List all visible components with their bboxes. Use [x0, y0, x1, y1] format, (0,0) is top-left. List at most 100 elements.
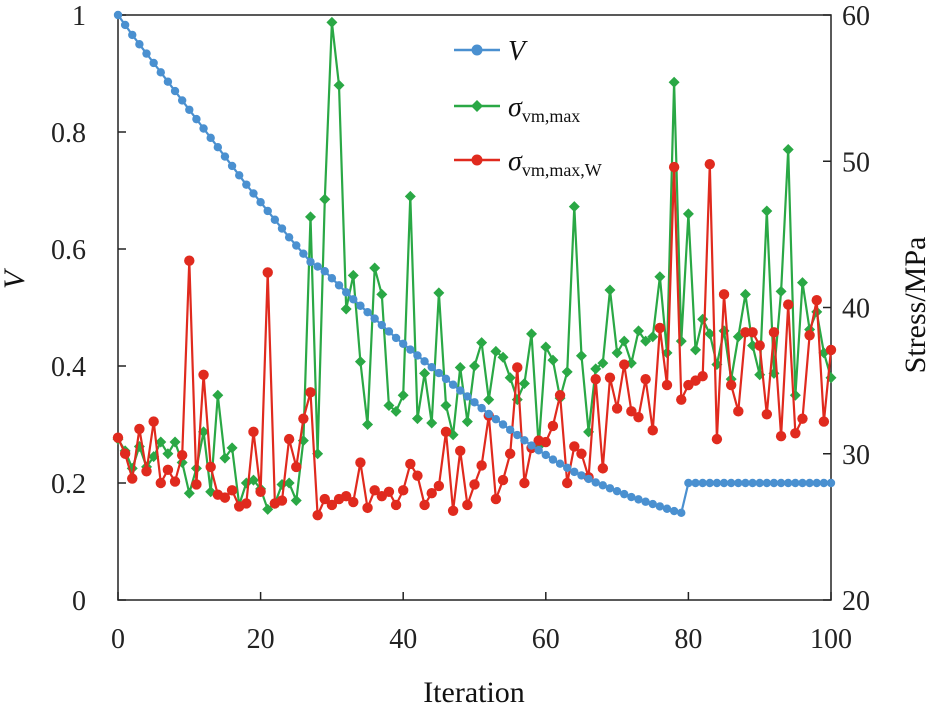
data-point: [185, 105, 194, 114]
data-point: [219, 452, 231, 464]
data-point: [440, 399, 452, 411]
data-point: [562, 463, 572, 472]
data-point: [620, 489, 629, 499]
data-point: [277, 224, 287, 233]
data-point: [812, 478, 821, 488]
data-point: [419, 499, 430, 511]
x-tick-label: 60: [532, 624, 560, 655]
data-point: [376, 288, 388, 300]
data-point: [676, 394, 687, 405]
data-point: [155, 436, 167, 448]
data-point: [247, 474, 259, 486]
data-point: [526, 328, 538, 340]
data-point: [798, 478, 807, 488]
data-point: [397, 389, 409, 401]
data-point: [198, 369, 209, 380]
y-axis-title: V: [0, 267, 31, 289]
data-point: [682, 208, 694, 220]
data-point: [212, 389, 224, 401]
data-point: [369, 262, 381, 274]
legend-item-svm: σvm,max: [454, 92, 580, 126]
data-point: [411, 413, 423, 425]
data-point: [654, 322, 666, 334]
data-point: [469, 360, 480, 372]
data-point: [675, 335, 687, 347]
data-point: [440, 426, 452, 438]
data-point: [654, 271, 666, 283]
data-point: [177, 96, 187, 105]
data-point: [461, 416, 473, 428]
data-point: [313, 262, 322, 271]
data-point: [590, 373, 601, 385]
data-point: [235, 171, 244, 180]
data-point: [120, 20, 130, 30]
data-point: [775, 431, 787, 442]
data-point: [577, 471, 586, 480]
data-point: [191, 479, 202, 490]
data-point: [668, 76, 680, 88]
data-point: [782, 144, 794, 156]
data-point: [404, 190, 416, 202]
data-point: [518, 378, 530, 390]
data-point: [113, 10, 123, 20]
data-point: [662, 504, 672, 513]
data-point: [540, 436, 551, 448]
data-point: [740, 327, 751, 338]
data-point: [356, 301, 365, 310]
data-point: [561, 366, 573, 378]
data-point: [804, 330, 815, 341]
data-point: [819, 478, 829, 488]
data-point: [128, 30, 137, 40]
data-point: [684, 478, 693, 488]
data-point: [333, 79, 345, 91]
data-point: [205, 461, 216, 473]
data-point: [463, 392, 472, 401]
data-point: [290, 495, 302, 507]
data-point: [605, 484, 615, 493]
data-point: [255, 486, 266, 497]
data-point: [326, 499, 338, 511]
data-point: [340, 303, 352, 315]
data-point: [769, 478, 779, 488]
data-point: [519, 477, 530, 489]
data-point: [570, 467, 579, 477]
data-point: [135, 40, 144, 49]
data-point: [668, 161, 680, 173]
data-point: [384, 327, 394, 336]
data-point: [148, 416, 159, 427]
data-point: [768, 327, 780, 338]
data-point: [298, 413, 309, 424]
data-point: [419, 367, 431, 379]
data-point: [192, 114, 201, 124]
data-point: [576, 448, 587, 459]
y2-axis-title: Stress/MPa: [899, 237, 932, 374]
y-axis-ticks: 0 0.2 0.4 0.6 0.8 1: [51, 1, 126, 617]
data-point: [320, 267, 329, 276]
data-point: [426, 488, 437, 499]
data-point: [156, 68, 165, 77]
data-point: [640, 335, 652, 347]
data-point: [327, 274, 337, 283]
data-point: [448, 380, 458, 389]
data-point: [184, 255, 195, 266]
data-point: [504, 448, 516, 459]
data-point: [826, 478, 836, 488]
data-point: [484, 409, 493, 419]
data-point: [263, 206, 272, 216]
data-point: [597, 463, 609, 474]
data-point: [632, 325, 644, 337]
data-point: [441, 374, 451, 384]
data-point: [470, 398, 479, 407]
data-point: [220, 152, 230, 161]
data-point: [134, 423, 145, 435]
data-point: [141, 466, 152, 477]
data-point: [476, 337, 488, 349]
data-point: [242, 180, 251, 189]
data-point: [791, 478, 800, 488]
data-point: [383, 399, 395, 411]
data-point: [248, 426, 259, 438]
y-tick-label: 0.6: [51, 235, 86, 266]
data-point: [555, 459, 565, 468]
data-point: [399, 339, 408, 348]
x-tick-label: 100: [810, 624, 852, 655]
